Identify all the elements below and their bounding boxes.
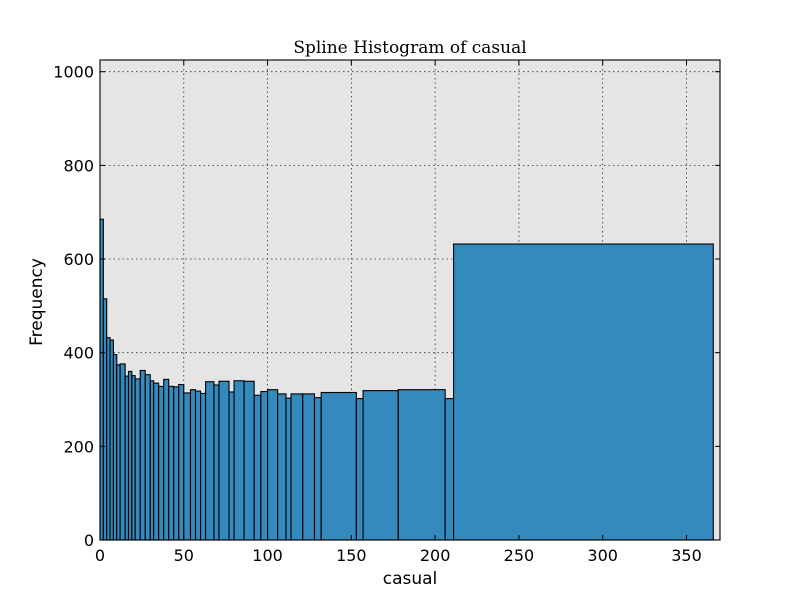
histogram-bar (302, 393, 316, 541)
x-tick-label: 200 (420, 546, 451, 565)
y-tick-label: 0 (84, 531, 94, 550)
histogram-bar (453, 243, 714, 541)
histogram-bar (362, 390, 399, 541)
x-tick-label: 0 (95, 546, 105, 565)
histogram-bar (290, 393, 304, 541)
y-axis-label: Frequency (27, 258, 47, 346)
histogram-bar (277, 393, 287, 541)
histogram-bar (260, 391, 269, 541)
y-tick-label: 800 (63, 156, 94, 175)
x-tick-label: 50 (174, 546, 194, 565)
histogram-bar (158, 385, 165, 541)
histogram-bar (178, 383, 185, 541)
histogram-bar (119, 363, 126, 541)
x-tick-label: 100 (252, 546, 283, 565)
histogram-bar (228, 391, 235, 541)
histogram-bar (218, 380, 230, 541)
histogram-bar (139, 369, 146, 541)
histogram-bar (183, 392, 192, 541)
histogram-bar (243, 380, 255, 541)
y-tick-label: 400 (63, 344, 94, 363)
plot-frame (99, 59, 721, 541)
histogram-bar (205, 381, 215, 541)
histogram-bar (134, 378, 141, 541)
x-tick-label: 350 (671, 546, 702, 565)
histogram-bar (355, 398, 364, 541)
histogram-bar (153, 382, 160, 541)
ticks: 0 50 100 150 200 250 300 350 0 200 400 600 800 1000 (53, 60, 720, 565)
histogram-bar (168, 385, 175, 541)
histogram-bar (189, 389, 197, 541)
x-tick-label: 150 (336, 546, 367, 565)
x-axis-label: casual (383, 569, 438, 589)
histogram-bar (213, 384, 220, 541)
y-tick-label: 600 (63, 250, 94, 269)
bars (99, 218, 714, 541)
histogram-bar (444, 398, 455, 541)
histogram-bar (320, 391, 357, 541)
histogram-bar (163, 378, 170, 541)
histogram-bar (397, 389, 446, 541)
x-tick-label: 250 (504, 546, 535, 565)
histogram-bar (144, 374, 151, 541)
histogram-bar (313, 397, 322, 541)
histogram-bar (194, 390, 202, 541)
y-tick-label: 200 (63, 437, 94, 456)
y-tick-label: 1000 (53, 63, 94, 82)
histogram-bar (285, 397, 292, 541)
histogram-bar (173, 386, 180, 541)
x-tick-label: 300 (587, 546, 618, 565)
chart-title: Spline Histogram of casual (293, 38, 526, 58)
histogram-bar (233, 380, 245, 541)
histogram-bar (253, 394, 262, 541)
histogram-bar (267, 389, 279, 541)
histogram-bar (199, 392, 207, 541)
